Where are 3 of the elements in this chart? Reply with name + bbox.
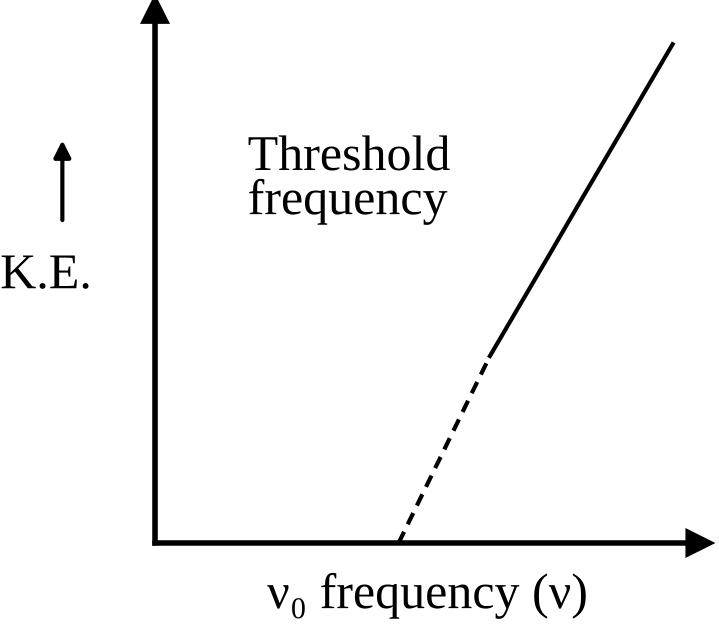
annotation: Threshold frequency: [248, 135, 450, 225]
x-axis-title: ν₀ frequency (ν): [267, 572, 586, 619]
y-axis-title: K.E.: [2, 255, 89, 289]
